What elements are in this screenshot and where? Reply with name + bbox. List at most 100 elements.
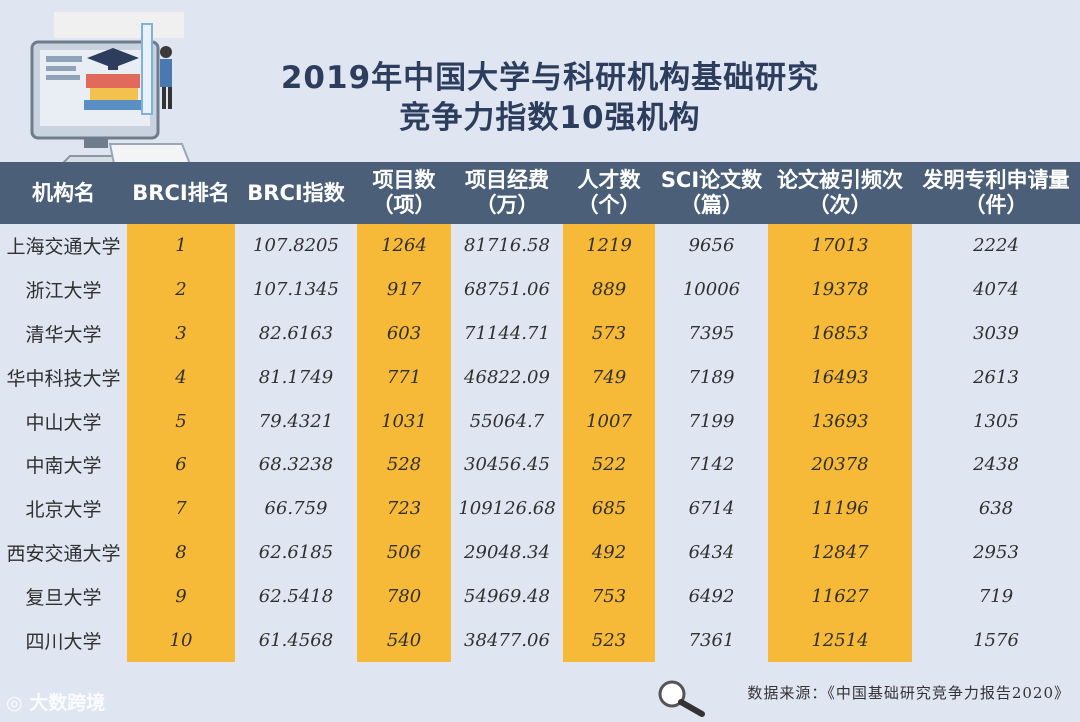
data-cell: 780	[357, 574, 451, 619]
column-header-line: （篇）	[680, 193, 743, 217]
column-header-line: （次）	[808, 193, 872, 217]
column-header-line: （项）	[372, 193, 436, 217]
data-cell: 5	[127, 399, 235, 443]
institution-name-cell: 华中科技大学	[6, 367, 121, 390]
data-cell: 1264	[357, 224, 451, 268]
data-cell: 723	[357, 486, 451, 531]
data-cell: 12847	[768, 530, 912, 575]
data-cell: 10	[127, 618, 235, 663]
data-cell: 2953	[973, 541, 1019, 563]
data-cell: 685	[563, 486, 655, 531]
data-cell: 29048.34	[464, 541, 550, 563]
table-header-row: 机构名 BRCI排名 BRCI指数 项目数 （项） 项目经费 （万） 人才数 （个） SCI论文数…	[0, 162, 1080, 224]
column-header: 发明专利申请量 （件）	[912, 162, 1080, 224]
data-cell: 7199	[688, 410, 735, 432]
data-cell: 1007	[563, 399, 655, 443]
keyboard-icon	[108, 143, 192, 165]
data-cell: 62.6185	[258, 541, 334, 563]
column-header-line: BRCI排名	[132, 180, 230, 205]
data-cell: 71144.71	[464, 322, 550, 344]
data-cell: 528	[357, 442, 451, 487]
data-cell: 2	[127, 267, 235, 312]
data-cell: 638	[978, 498, 1014, 520]
institution-name-cell: 浙江大学	[25, 280, 102, 303]
data-cell: 1219	[563, 224, 655, 268]
table-row: 中南大学 6 68.3238 528 30456.45 522 7142 20378 2438	[0, 442, 1080, 487]
data-cell: 1	[127, 224, 235, 268]
column-header: 项目数 （项）	[357, 162, 451, 224]
data-cell: 1305	[973, 410, 1019, 432]
person-icon	[160, 46, 172, 58]
data-cell: 719	[978, 585, 1014, 607]
column-header: BRCI指数	[235, 162, 357, 224]
data-cell: 68.3238	[258, 454, 334, 476]
column-header-line: （件）	[964, 193, 1028, 217]
data-cell: 12514	[768, 618, 912, 663]
table-row: 清华大学 3 82.6163 603 71144.71 573 7395 16853 3039	[0, 311, 1080, 356]
data-cell: 66.759	[264, 498, 328, 520]
column-header-line: 发明专利申请量	[922, 168, 1070, 192]
data-cell: 55064.7	[469, 410, 545, 432]
data-cell: 20378	[768, 442, 912, 487]
data-cell: 573	[563, 311, 655, 356]
data-cell: 917	[357, 267, 451, 312]
data-cell: 10006	[682, 279, 741, 301]
column-header: 论文被引频次 （次）	[768, 162, 912, 224]
data-cell: 9656	[688, 235, 735, 257]
data-cell: 107.1345	[253, 279, 339, 301]
table-row: 浙江大学 2 107.1345 917 68751.06 889 10006 19378 407…	[0, 267, 1080, 312]
column-header-line: （万）	[475, 193, 539, 217]
column-header-line: 项目数	[372, 168, 436, 192]
data-cell: 7395	[688, 322, 735, 344]
data-cell: 4074	[973, 279, 1019, 301]
data-cell: 107.8205	[253, 235, 339, 257]
data-cell: 523	[563, 618, 655, 663]
data-cell: 46822.09	[464, 366, 550, 388]
data-cell: 6714	[688, 498, 735, 520]
data-cell: 889	[563, 267, 655, 312]
table-row: 中山大学 5 79.4321 1031 55064.7 1007 7199 13693 1305	[0, 399, 1080, 443]
weibo-icon: ◎	[6, 692, 30, 714]
column-header: 项目经费 （万）	[451, 162, 563, 224]
watermark-logo: ◎ 大数跨境	[6, 688, 105, 715]
data-cell: 8	[127, 530, 235, 575]
data-cell: 17013	[768, 224, 912, 268]
column-header: SCI论文数 （篇）	[655, 162, 768, 224]
data-cell: 61.4568	[258, 629, 334, 651]
page-title: 2019年中国大学与科研机构基础研究 竞争力指数10强机构	[230, 58, 870, 138]
title-line-2: 竞争力指数10强机构	[399, 100, 701, 136]
data-cell: 13693	[768, 399, 912, 443]
institution-name-cell: 清华大学	[25, 323, 102, 346]
column-header: BRCI排名	[127, 162, 235, 224]
column-header-line: BRCI指数	[247, 180, 345, 205]
institution-name-cell: 复旦大学	[25, 586, 102, 609]
institution-name-cell: 中南大学	[25, 455, 102, 478]
watermark-text: 大数跨境	[29, 692, 106, 714]
data-cell: 16853	[768, 311, 912, 356]
data-cell: 38477.06	[464, 629, 550, 651]
data-cell: 6	[127, 442, 235, 487]
table-row: 西安交通大学 8 62.6185 506 29048.34 492 6434 12847 295…	[0, 530, 1080, 575]
data-cell: 506	[357, 530, 451, 575]
data-source-note: 数据来源：《中国基础研究竞争力报告2020》	[747, 684, 1070, 702]
data-cell: 62.5418	[258, 585, 334, 607]
institution-name-cell: 中山大学	[25, 411, 102, 434]
data-cell: 771	[357, 355, 451, 400]
table-row: 华中科技大学 4 81.1749 771 46822.09 749 7189 16493 261…	[0, 355, 1080, 400]
institution-name-cell: 北京大学	[25, 499, 102, 522]
magnifier-icon	[658, 680, 705, 717]
column-header-line: 人才数	[577, 168, 641, 192]
data-cell: 11196	[768, 486, 912, 531]
data-cell: 2438	[973, 454, 1019, 476]
data-cell: 11627	[768, 574, 912, 619]
data-cell: 7	[127, 486, 235, 531]
column-header-line: SCI论文数	[660, 168, 763, 192]
data-cell: 1031	[357, 399, 451, 443]
data-cell: 3039	[973, 322, 1019, 344]
column-header-line: 机构名	[32, 180, 95, 205]
window-shade-icon	[54, 12, 184, 38]
data-cell: 9	[127, 574, 235, 619]
column-header: 人才数 （个）	[563, 162, 655, 224]
data-cell: 16493	[768, 355, 912, 400]
column-header-line: （个）	[577, 193, 641, 217]
